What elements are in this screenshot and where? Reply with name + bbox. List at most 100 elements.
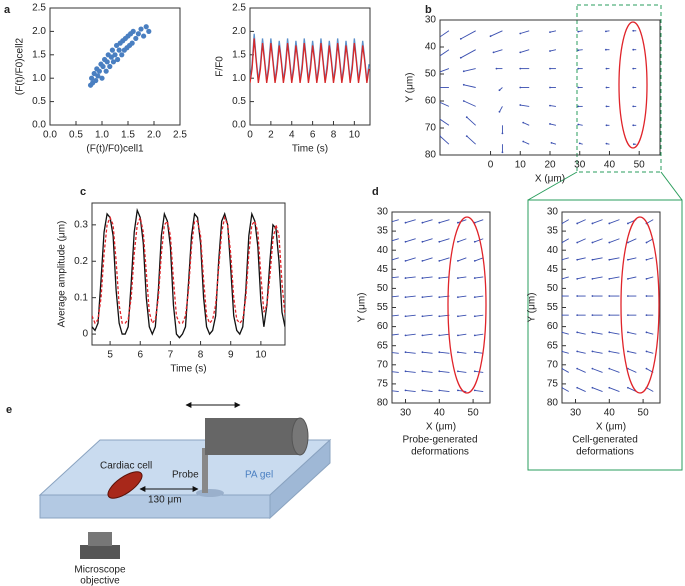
panel: c 5 6 7 8 9 10 0 0.1 0.2 0.3 Time (s) Average amplit… bbox=[57, 186, 286, 375]
vector bbox=[392, 390, 399, 392]
vector-head bbox=[645, 367, 648, 370]
x-tick-label: 9 bbox=[228, 350, 234, 361]
vector-head bbox=[562, 295, 563, 297]
vector bbox=[474, 238, 484, 243]
vector-head bbox=[404, 277, 407, 279]
vector bbox=[490, 30, 503, 37]
vector bbox=[592, 276, 603, 280]
vector bbox=[457, 314, 467, 317]
vector bbox=[405, 219, 416, 224]
vector-head bbox=[591, 241, 594, 244]
vector-head bbox=[388, 260, 390, 262]
vector-head bbox=[436, 100, 438, 102]
vector-head bbox=[578, 142, 581, 145]
x-tick-label: 0 bbox=[488, 160, 494, 171]
diagram: e Cardiac cell Probe PA gel 130 μm Micro… bbox=[6, 402, 332, 586]
probe-end bbox=[291, 417, 309, 456]
x-tick-label: 7 bbox=[168, 350, 174, 361]
vector-head bbox=[456, 277, 459, 279]
y-tick-label: 60 bbox=[547, 321, 559, 332]
vector-head bbox=[626, 277, 629, 280]
cell-outline bbox=[620, 216, 660, 394]
y-axis-label: Y (μm) bbox=[357, 292, 368, 322]
x-axis-label: X (μm) bbox=[596, 422, 626, 433]
vector-head bbox=[438, 296, 441, 299]
point bbox=[89, 75, 95, 81]
vector-head bbox=[645, 241, 648, 244]
point bbox=[119, 52, 125, 58]
vector-head bbox=[549, 31, 551, 34]
point bbox=[116, 47, 122, 53]
objective-top bbox=[88, 532, 112, 546]
vector bbox=[457, 276, 467, 279]
vector-head bbox=[473, 334, 476, 337]
vector bbox=[523, 122, 530, 126]
vector bbox=[457, 238, 467, 243]
vector bbox=[405, 370, 416, 373]
point bbox=[99, 75, 105, 81]
y-tick-label: 60 bbox=[377, 321, 389, 332]
vector bbox=[646, 387, 654, 392]
vector bbox=[592, 331, 603, 335]
x-tick-label: 0.0 bbox=[43, 130, 57, 141]
probe-shadow bbox=[196, 489, 224, 497]
vector-head bbox=[576, 350, 579, 353]
vector-head bbox=[577, 123, 580, 126]
vector bbox=[439, 333, 450, 336]
y-tick-label: 70 bbox=[547, 359, 559, 370]
vector-head bbox=[626, 258, 629, 261]
vector-head bbox=[645, 258, 648, 261]
vector-head bbox=[632, 105, 635, 108]
vector bbox=[609, 219, 620, 224]
vector-head bbox=[608, 331, 611, 334]
vector-head bbox=[605, 86, 608, 89]
vector-head bbox=[421, 389, 424, 392]
vector bbox=[405, 351, 416, 354]
y-tick-label: 70 bbox=[377, 359, 389, 370]
vector bbox=[577, 276, 586, 280]
vector-head bbox=[576, 386, 579, 389]
vector bbox=[440, 101, 450, 107]
vector-head bbox=[438, 389, 441, 392]
y-tick-label: 75 bbox=[547, 379, 559, 390]
vector-head bbox=[456, 296, 459, 299]
vector bbox=[439, 257, 450, 262]
vector bbox=[405, 238, 416, 243]
point bbox=[103, 68, 109, 74]
x-tick-label: 50 bbox=[634, 160, 646, 171]
vector-head bbox=[591, 367, 594, 370]
vector-head bbox=[645, 331, 648, 334]
vector-head bbox=[473, 277, 476, 279]
y-axis-label: Y (μm) bbox=[405, 72, 416, 102]
vector-head bbox=[404, 389, 407, 392]
x-tick-label: 8 bbox=[331, 130, 337, 141]
y-tick-label: 0.5 bbox=[232, 96, 246, 107]
vector-head bbox=[404, 221, 407, 224]
vector bbox=[627, 238, 637, 243]
y-tick-label: 65 bbox=[547, 340, 559, 351]
vector bbox=[474, 389, 484, 392]
vector-head bbox=[605, 105, 608, 108]
vector-head bbox=[562, 277, 563, 280]
vector-head bbox=[519, 51, 522, 54]
vector-head bbox=[473, 389, 476, 392]
x-axis-label: X (μm) bbox=[535, 174, 565, 185]
vector-head bbox=[492, 51, 495, 54]
vector-head bbox=[576, 314, 579, 317]
x-tick-label: 30 bbox=[570, 408, 582, 419]
vector bbox=[562, 331, 569, 335]
zoom-box bbox=[576, 4, 662, 173]
vector-head bbox=[576, 222, 579, 225]
y-tick-label: 30 bbox=[425, 15, 437, 26]
y-tick-label: 50 bbox=[377, 283, 389, 294]
point bbox=[100, 63, 106, 70]
vector bbox=[474, 219, 484, 224]
vector-head bbox=[608, 386, 611, 389]
y-tick-label: 40 bbox=[547, 245, 559, 256]
vector bbox=[577, 238, 586, 243]
x-tick-label: 20 bbox=[544, 160, 556, 171]
vector-head bbox=[462, 100, 465, 102]
objective-label: Microscope bbox=[74, 565, 126, 576]
vector bbox=[405, 333, 416, 336]
vector-head bbox=[591, 331, 594, 334]
